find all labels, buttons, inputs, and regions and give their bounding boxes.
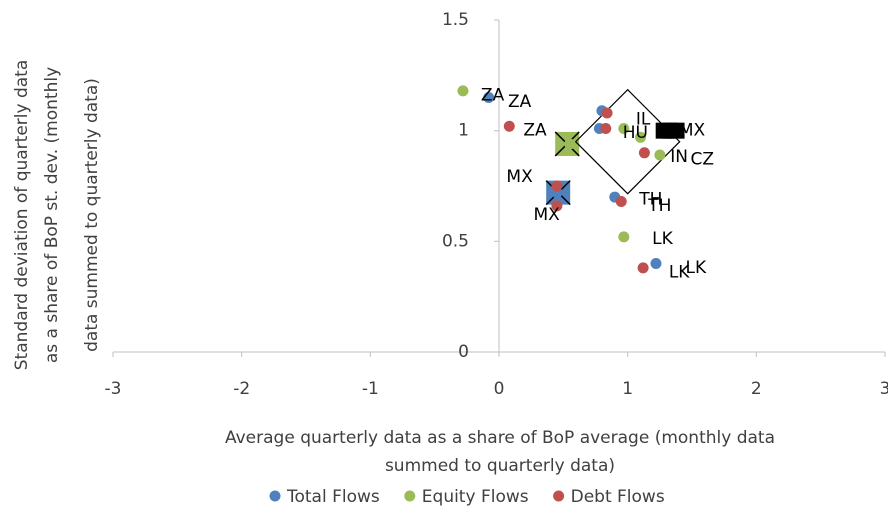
y-tick-label: 1: [458, 121, 469, 141]
point: [650, 257, 662, 269]
y-tick-label: 0.5: [442, 231, 469, 251]
point-label: HU: [623, 123, 648, 143]
marker-square: [668, 122, 685, 139]
point-label: IN: [670, 147, 688, 167]
point-label: LK: [652, 229, 673, 249]
point: [618, 122, 630, 134]
x-tick-label: -2: [233, 379, 250, 399]
legend-label: Debt Flows: [571, 487, 665, 507]
point: [483, 91, 495, 103]
point: [457, 85, 469, 97]
x-tick-label: -3: [105, 379, 122, 399]
point-label: MX: [679, 121, 706, 141]
y-axis-title: as a share of BoP st. dev. (monthly: [42, 67, 62, 363]
point: [551, 200, 563, 212]
point: [635, 131, 647, 143]
y-axis-title: data summed to quarterly data): [82, 78, 102, 352]
point-label: LK: [686, 258, 707, 278]
legend-label: Total Flows: [286, 487, 380, 507]
x-tick-label: 0: [494, 379, 505, 399]
point-label: MX: [533, 205, 560, 225]
point: [503, 120, 515, 132]
point-label: ZA: [481, 85, 505, 105]
y-tick-label: 1.5: [442, 10, 469, 30]
point-label: ZA: [523, 121, 547, 141]
point-label: LK: [669, 262, 690, 282]
point: [615, 195, 627, 207]
legend-item: Equity Flows: [404, 487, 529, 507]
point-label: CZ: [691, 149, 715, 169]
x-axis-title: summed to quarterly data): [385, 456, 615, 476]
point: [564, 138, 576, 150]
point: [551, 180, 563, 192]
x-tick-label: 3: [880, 379, 888, 399]
point-label: IL: [636, 110, 651, 130]
point: [637, 262, 649, 274]
point: [601, 107, 613, 119]
legend-label: Equity Flows: [422, 487, 529, 507]
point-label: ZA: [508, 92, 532, 112]
point-label: TH: [638, 189, 662, 209]
x-tick-label: 2: [751, 379, 762, 399]
point-label: MX: [506, 167, 533, 187]
x-axis-title: Average quarterly data as a share of BoP…: [225, 428, 775, 448]
x-tick-label: -1: [362, 379, 379, 399]
x-tick-label: 1: [622, 379, 633, 399]
point: [654, 149, 666, 161]
point: [638, 147, 650, 159]
legend-item: Total Flows: [269, 487, 380, 507]
point: [600, 122, 612, 134]
legend-item: Debt Flows: [553, 487, 665, 507]
legend-swatch: [269, 490, 281, 502]
legend-swatch: [553, 490, 565, 502]
y-axis-title: Standard deviation of quarterly data: [12, 60, 32, 371]
point: [618, 231, 630, 243]
point-label: TH: [647, 196, 671, 216]
legend-swatch: [404, 490, 416, 502]
y-tick-label: 0: [458, 342, 469, 362]
